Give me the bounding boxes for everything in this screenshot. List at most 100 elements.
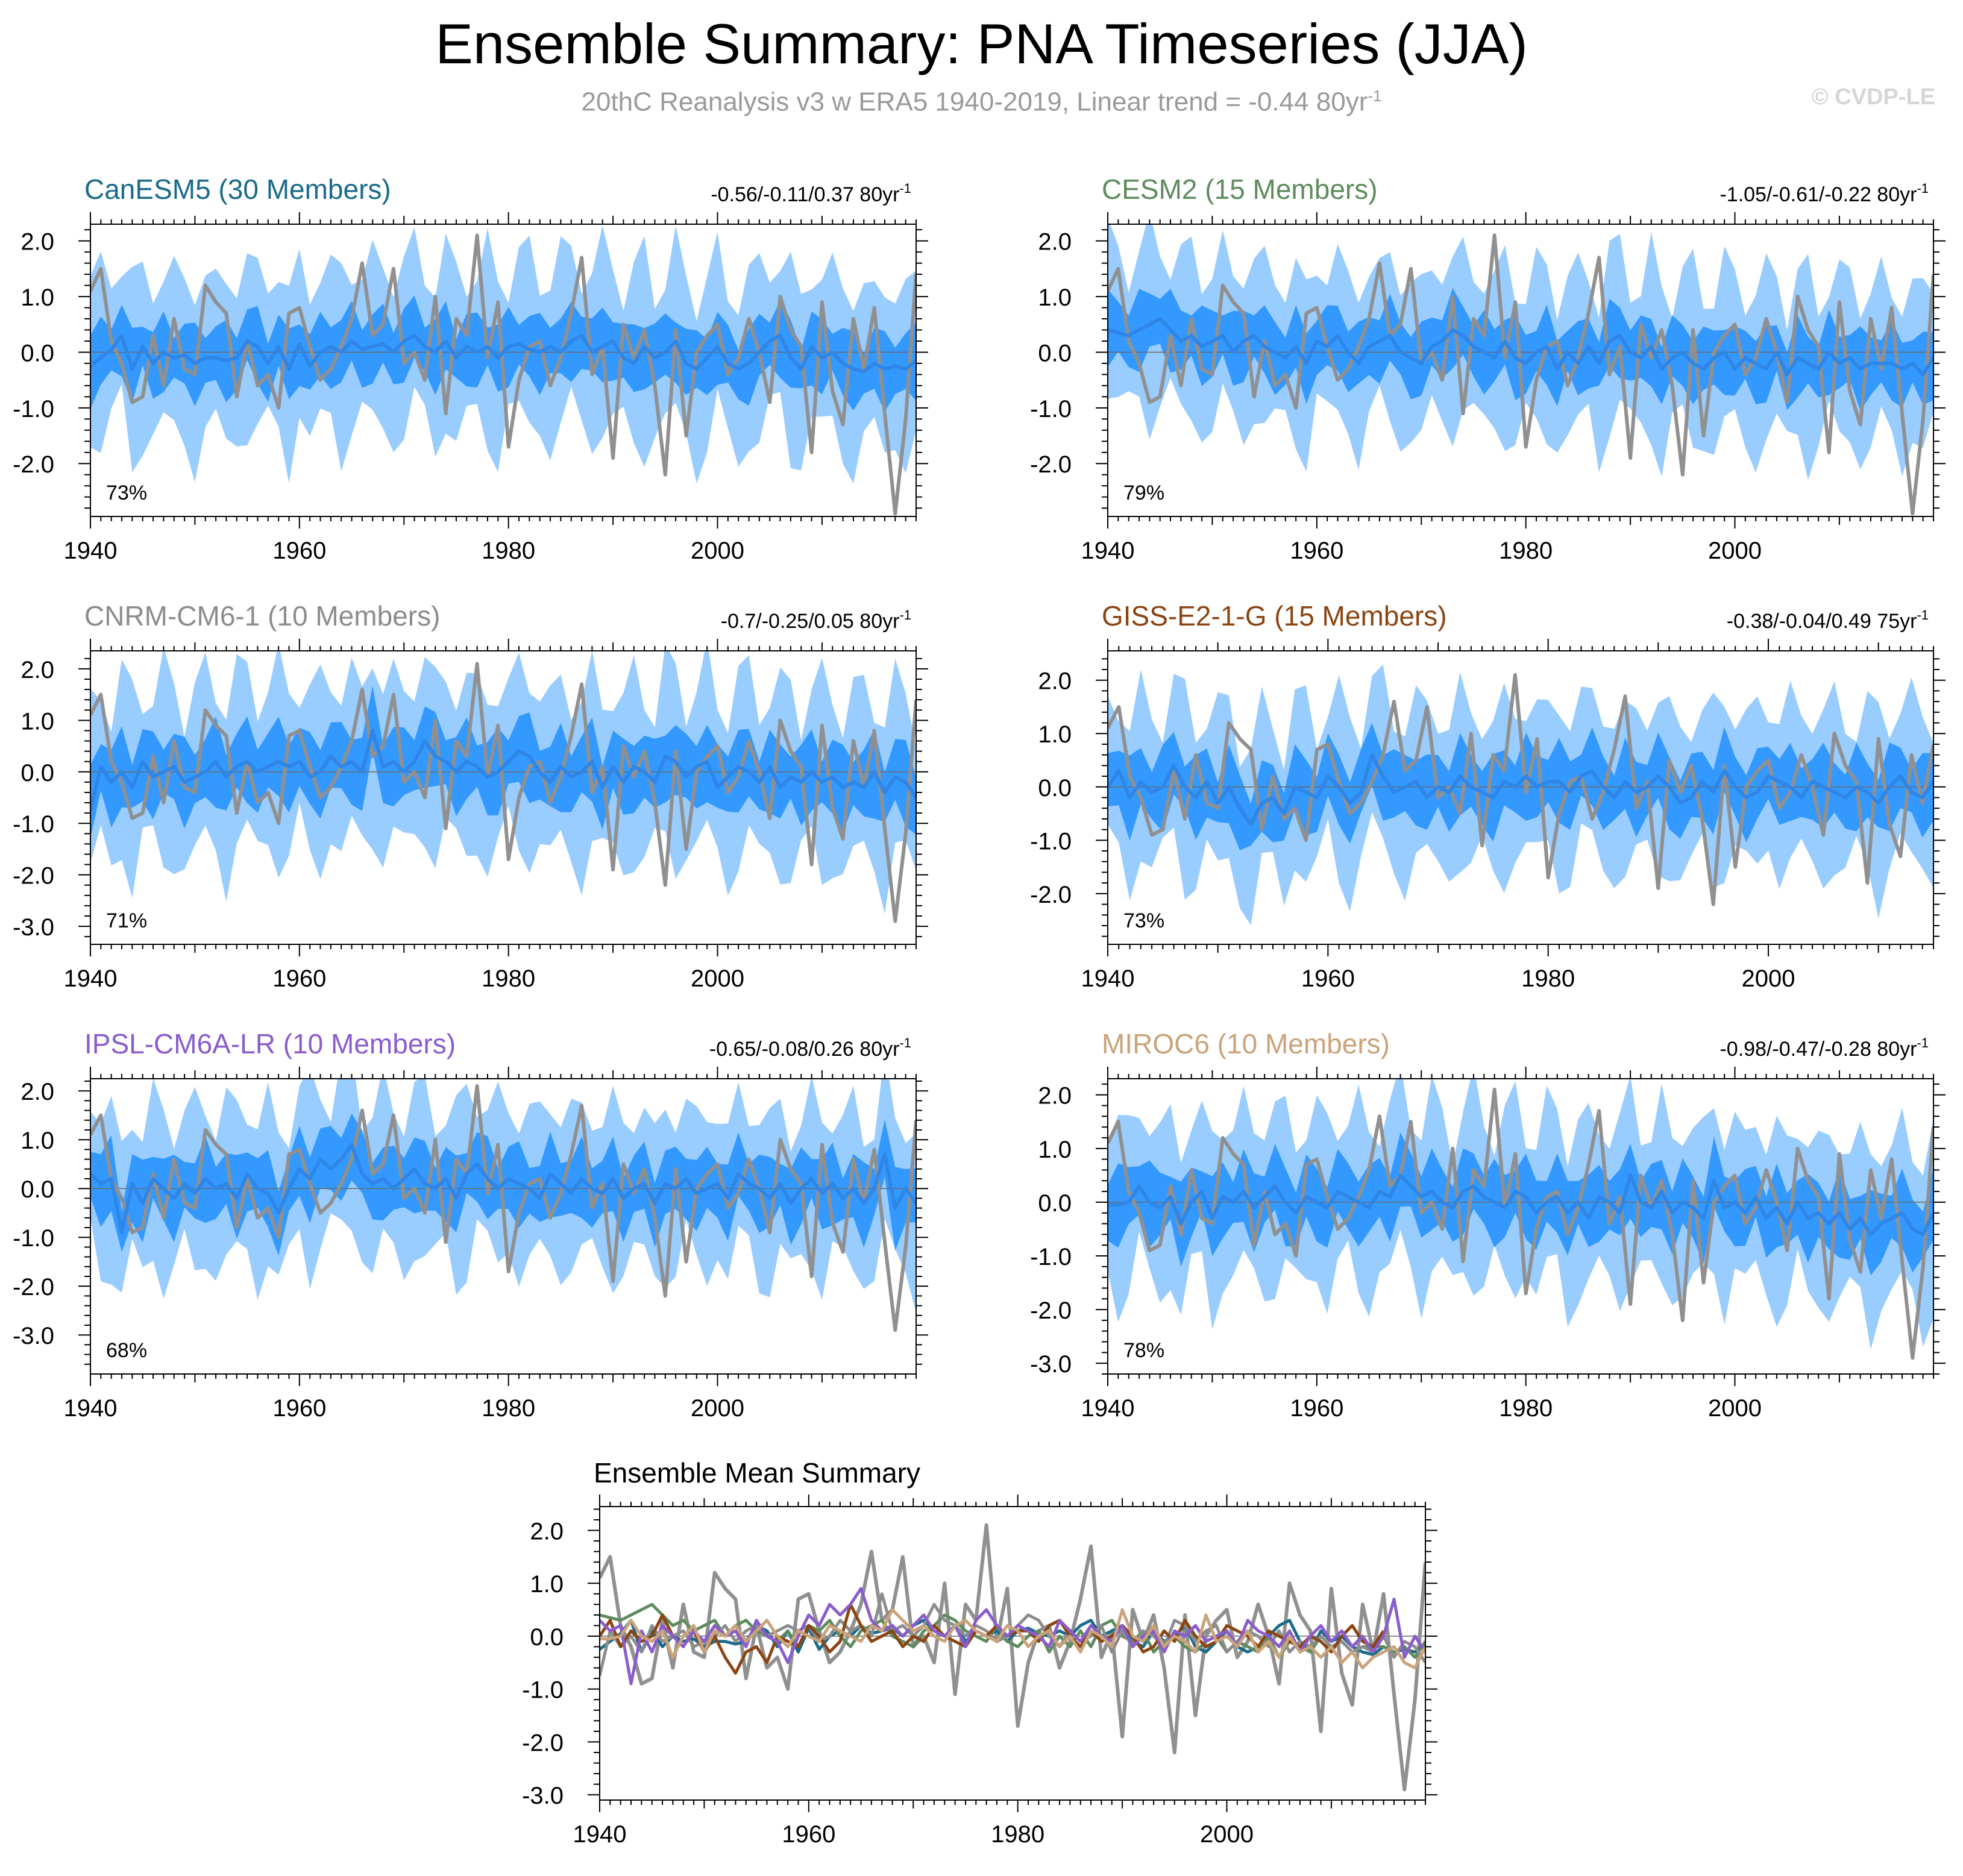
subtitle-exponent: -1: [1368, 87, 1382, 105]
ensemble-mean-line: [90, 333, 916, 374]
plot-frame: [1107, 1078, 1934, 1375]
pattern-correlation-label: 73%: [106, 482, 147, 504]
chart-panel-3: 2.0 1.0 0.0 -1.0 -2.0 1940 1960 1980 2000 GISS-E2…: [1030, 600, 1946, 992]
y-tick-label: 1.0: [1038, 1137, 1072, 1163]
pattern-correlation-label: 68%: [106, 1339, 147, 1362]
inner-spread-band: [1108, 287, 1933, 411]
ensemble-mean-line: [1108, 317, 1933, 377]
panel-title: Ensemble Mean Summary: [594, 1457, 920, 1489]
y-tick-label: 0.0: [20, 340, 54, 366]
y-tick-label: 1.0: [20, 284, 54, 311]
x-tick-label: 1980: [991, 1821, 1044, 1848]
trend-label: -0.38/-0.04/0.49 75yr-1: [1727, 607, 1929, 633]
trend-exponent: -1: [1917, 181, 1929, 196]
plot-frame: [1107, 224, 1934, 517]
x-tick-label: 1980: [1499, 1395, 1553, 1422]
x-tick-label: 1940: [1081, 538, 1135, 564]
series-line-cesm2: [600, 1602, 1425, 1659]
series-line-ipsl-cm6a-lr: [600, 1587, 1425, 1686]
plot-area: [90, 1079, 916, 1332]
pattern-correlation-label: 78%: [1123, 1339, 1164, 1362]
trend-label: -0.98/-0.47/-0.28 80yr-1: [1720, 1035, 1929, 1061]
x-tick-label: 2000: [691, 538, 744, 564]
panel-title: IPSL-CM6A-LR (10 Members): [84, 1028, 456, 1059]
ensemble-mean-line: [90, 1143, 916, 1235]
trend-value: -0.65/-0.08/0.26 80yr: [709, 1038, 900, 1061]
pattern-correlation-label: 71%: [106, 909, 147, 932]
y-tick-label: -3.0: [522, 1783, 564, 1809]
trend-label: -0.65/-0.08/0.26 80yr-1: [709, 1035, 911, 1061]
x-tick-label: 1940: [1081, 1395, 1135, 1422]
chart-panel-0: 2.0 1.0 0.0 -1.0 -2.0 1940 1960 1980 2000 CanESM5…: [13, 174, 928, 564]
chart-panel-5: 2.0 1.0 0.0 -1.0 -2.0 -3.0 1940 1960 1980 2000 MIR…: [1030, 1028, 1946, 1422]
x-tick-label: 1940: [64, 1395, 118, 1422]
x-tick-label: 2000: [691, 1395, 744, 1422]
y-tick-label: 2.0: [530, 1518, 564, 1545]
observed-series-line: [90, 233, 916, 516]
plot-area: [1108, 1079, 1933, 1360]
x-tick-label: 1980: [482, 538, 535, 564]
y-tick-label: 0.0: [20, 1176, 54, 1203]
plot-frame: [90, 224, 917, 517]
chart-panel-4: 2.0 1.0 0.0 -1.0 -2.0 -3.0 1940 1960 1980 2000 IPS…: [13, 1028, 928, 1422]
x-tick-label: 1980: [482, 1395, 535, 1422]
y-tick-label: -2.0: [1030, 882, 1072, 908]
y-tick-label: -3.0: [13, 1323, 54, 1349]
chart-panel-6: 2.0 1.0 0.0 -1.0 -2.0 -3.0 1940 1960 1980 2000 Ens…: [522, 1457, 1437, 1848]
plot-area: [90, 651, 916, 923]
y-tick-label: -1.0: [1030, 828, 1072, 855]
plot-area: [90, 225, 916, 516]
x-tick-label: 2000: [1708, 1395, 1762, 1422]
x-tick-label: 2000: [1708, 538, 1762, 564]
y-tick-label: -2.0: [1030, 451, 1072, 478]
trend-exponent: -1: [899, 607, 911, 623]
y-tick-label: -1.0: [13, 396, 54, 422]
trend-value: -0.38/-0.04/0.49 75yr: [1727, 610, 1917, 633]
panel-title: MIROC6 (10 Members): [1102, 1028, 1390, 1059]
x-tick-label: 2000: [1200, 1821, 1254, 1848]
y-tick-label: 2.0: [1038, 1083, 1072, 1109]
x-tick-label: 1940: [64, 965, 118, 992]
y-tick-label: 0.0: [1038, 1190, 1072, 1217]
y-tick-label: 2.0: [20, 229, 54, 256]
ensemble-mean-line: [1108, 753, 1933, 826]
trend-exponent: -1: [899, 181, 911, 196]
y-tick-label: -3.0: [1030, 1351, 1072, 1378]
plot-area: [1108, 224, 1933, 516]
ensemble-mean-line: [1108, 1173, 1933, 1237]
trend-exponent: -1: [1917, 607, 1929, 623]
inner-spread-band: [90, 686, 916, 839]
trend-exponent: -1: [1917, 1035, 1929, 1050]
y-tick-label: 0.0: [20, 760, 54, 786]
trend-exponent: -1: [899, 1035, 911, 1050]
y-tick-label: 2.0: [20, 1079, 54, 1105]
y-tick-label: -2.0: [13, 863, 54, 889]
y-tick-label: 1.0: [1038, 284, 1072, 311]
observed-series-line: [1108, 673, 1933, 906]
y-tick-label: 0.0: [530, 1624, 564, 1651]
x-tick-label: 1960: [1301, 965, 1355, 992]
x-tick-label: 1980: [1499, 538, 1553, 564]
watermark: © CVDP-LE: [1811, 84, 1935, 110]
page-title: Ensemble Summary: PNA Timeseries (JJA): [435, 12, 1528, 75]
y-tick-label: -1.0: [13, 1225, 54, 1252]
trend-label: -0.7/-0.25/0.05 80yr-1: [721, 607, 911, 633]
trend-value: -1.05/-0.61/-0.22 80yr: [1720, 183, 1917, 206]
x-tick-label: 1960: [782, 1821, 835, 1848]
page-subtitle: 20thC Reanalysis v3 w ERA5 1940-2019, Li…: [0, 80, 1963, 119]
observed-series-line: [1108, 233, 1933, 516]
y-tick-label: 1.0: [530, 1571, 564, 1598]
y-tick-label: 2.0: [1038, 668, 1072, 695]
y-tick-label: -2.0: [13, 1274, 54, 1300]
plot-frame: [90, 1078, 917, 1375]
y-tick-label: 1.0: [20, 1128, 54, 1154]
y-tick-label: -3.0: [13, 914, 54, 941]
x-tick-label: 1960: [1290, 538, 1343, 564]
x-tick-label: 1940: [1081, 965, 1135, 992]
y-tick-label: -2.0: [522, 1730, 564, 1756]
y-tick-label: 0.0: [1038, 775, 1072, 802]
x-tick-label: 1960: [272, 965, 326, 992]
plot-frame: [599, 1506, 1426, 1801]
y-tick-label: -2.0: [1030, 1297, 1072, 1324]
y-tick-label: 2.0: [1038, 229, 1072, 256]
